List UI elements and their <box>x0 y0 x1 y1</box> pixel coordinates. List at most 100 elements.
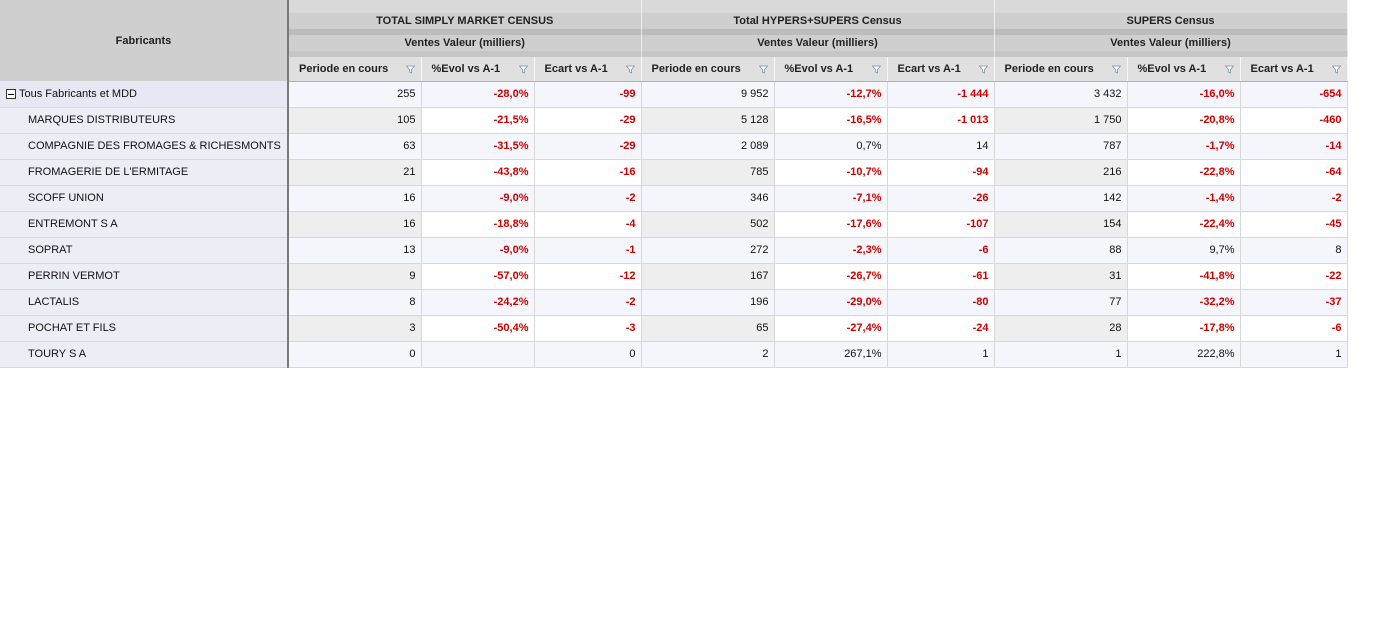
filter-funnel-icon[interactable] <box>1331 65 1341 74</box>
cell-value: 787 <box>1103 140 1122 152</box>
filter-funnel-icon[interactable] <box>1224 65 1234 74</box>
group-strip <box>994 0 1348 13</box>
cell-value: -99 <box>619 88 636 100</box>
cell-value: -16 <box>619 166 636 178</box>
column-header[interactable]: %Evol vs A-1 <box>421 57 535 82</box>
cell-value: -10,7% <box>846 166 882 178</box>
measure-header-3[interactable]: Ventes Valeur (milliers) <box>994 35 1348 51</box>
cell-value: 105 <box>397 114 416 126</box>
group-header-2[interactable]: Total HYPERS+SUPERS Census <box>641 13 995 29</box>
table-cell: -17,8% <box>1127 315 1241 342</box>
row-header-fabricants[interactable]: Fabricants <box>0 0 289 81</box>
cell-value: 77 <box>1109 296 1122 308</box>
table-cell: -2 <box>534 185 642 212</box>
column-header[interactable]: Periode en cours <box>641 57 775 82</box>
group-separator <box>288 29 642 35</box>
filter-funnel-icon[interactable] <box>758 65 768 74</box>
table-cell: -1 013 <box>887 107 995 134</box>
measure-header-2[interactable]: Ventes Valeur (milliers) <box>641 35 995 51</box>
table-cell: 13 <box>288 237 422 264</box>
row-label[interactable]: MARQUES DISTRIBUTEURS <box>0 107 289 134</box>
filter-funnel-icon[interactable] <box>518 65 528 74</box>
row-label[interactable]: PERRIN VERMOT <box>0 263 289 290</box>
row-label[interactable]: POCHAT ET FILS <box>0 315 289 342</box>
row-label[interactable]: ENTREMONT S A <box>0 211 289 238</box>
cell-value: 1 <box>1335 348 1342 360</box>
column-header[interactable]: Ecart vs A-1 <box>887 57 995 82</box>
table-row: SCOFF UNION 16 -9,0% -2 346 -7,1% -26 142 -1,4% -… <box>0 185 1348 212</box>
table-cell: 785 <box>641 159 775 186</box>
cell-value: 9,7% <box>1209 244 1235 256</box>
column-header-label: Ecart vs A-1 <box>897 62 961 75</box>
table-cell: 21 <box>288 159 422 186</box>
row-label[interactable]: TOURY S A <box>0 341 289 368</box>
table-cell: 267,1% <box>774 341 888 368</box>
filter-funnel-icon[interactable] <box>978 65 988 74</box>
group-header-3[interactable]: SUPERS Census <box>994 13 1348 29</box>
row-label[interactable]: SCOFF UNION <box>0 185 289 212</box>
column-header-label: Periode en cours <box>651 62 741 75</box>
cell-value: 3 432 <box>1093 88 1122 100</box>
table-cell: -2,3% <box>774 237 888 264</box>
cell-value: 5 128 <box>740 114 769 126</box>
table-cell: 31 <box>994 263 1128 290</box>
filter-funnel-icon[interactable] <box>625 65 635 74</box>
table-cell: 2 089 <box>641 133 775 160</box>
cell-value: -17,6% <box>846 218 882 230</box>
row-label[interactable]: LACTALIS <box>0 289 289 316</box>
table-row: SOPRAT 13 -9,0% -1 272 -2,3% -6 88 9,7% 8 <box>0 237 1348 264</box>
cell-value: 9 952 <box>740 88 769 100</box>
table-cell: -3 <box>534 315 642 342</box>
cell-value: 1 <box>982 348 989 360</box>
row-label[interactable]: COMPAGNIE DES FROMAGES & RICHESMONTS <box>0 133 289 160</box>
cell-value: -2 <box>1331 192 1342 204</box>
measure-separator <box>641 51 995 57</box>
row-label[interactable]: FROMAGERIE DE L'ERMITAGE <box>0 159 289 186</box>
measure-header-1[interactable]: Ventes Valeur (milliers) <box>288 35 642 51</box>
table-cell: -61 <box>887 263 995 290</box>
column-header[interactable]: Ecart vs A-1 <box>1240 57 1348 82</box>
cell-value: -9,0% <box>499 244 529 256</box>
table-cell: 63 <box>288 133 422 160</box>
table-cell: -57,0% <box>421 263 535 290</box>
cell-value: 154 <box>1103 218 1122 230</box>
table-cell: -22,4% <box>1127 211 1241 238</box>
cell-value: 272 <box>750 244 769 256</box>
cell-value: 1 <box>1115 348 1122 360</box>
table-cell: 3 <box>288 315 422 342</box>
table-cell: 255 <box>288 81 422 108</box>
column-header[interactable]: %Evol vs A-1 <box>774 57 888 82</box>
table-cell: -80 <box>887 289 995 316</box>
measure-separator <box>994 51 1348 57</box>
table-cell: -9,0% <box>421 185 535 212</box>
group-strip <box>641 0 995 13</box>
column-header[interactable]: Periode en cours <box>994 57 1128 82</box>
cell-value: 255 <box>397 88 416 100</box>
cell-value: -20,8% <box>1199 114 1235 126</box>
cell-value: -9,0% <box>499 192 529 204</box>
cell-value: -64 <box>1325 166 1342 178</box>
collapse-minus-icon[interactable] <box>6 88 16 99</box>
table-cell: -99 <box>534 81 642 108</box>
filter-funnel-icon[interactable] <box>405 65 415 74</box>
filter-funnel-icon[interactable] <box>1111 65 1121 74</box>
table-cell: -16,0% <box>1127 81 1241 108</box>
row-label[interactable]: SOPRAT <box>0 237 289 264</box>
table-cell: -43,8% <box>421 159 535 186</box>
table-cell: -18,8% <box>421 211 535 238</box>
column-header-label: Periode en cours <box>299 62 389 75</box>
row-label[interactable]: Tous Fabricants et MDD <box>0 81 289 108</box>
filter-funnel-icon[interactable] <box>871 65 881 74</box>
table-cell: 9 <box>288 263 422 290</box>
table-cell: 9,7% <box>1127 237 1241 264</box>
table-cell: -460 <box>1240 107 1348 134</box>
group-header-1[interactable]: TOTAL SIMPLY MARKET CENSUS <box>288 13 642 29</box>
table-cell: -16,5% <box>774 107 888 134</box>
table-cell: 142 <box>994 185 1128 212</box>
column-header[interactable]: %Evol vs A-1 <box>1127 57 1241 82</box>
column-header[interactable]: Periode en cours <box>288 57 422 82</box>
column-header[interactable]: Ecart vs A-1 <box>534 57 642 82</box>
cell-value: -14 <box>1325 140 1342 152</box>
measure-separator <box>288 51 642 57</box>
pivot-grid: Fabricants TOTAL SIMPLY MARKET CENSUS Tot… <box>0 0 1348 368</box>
